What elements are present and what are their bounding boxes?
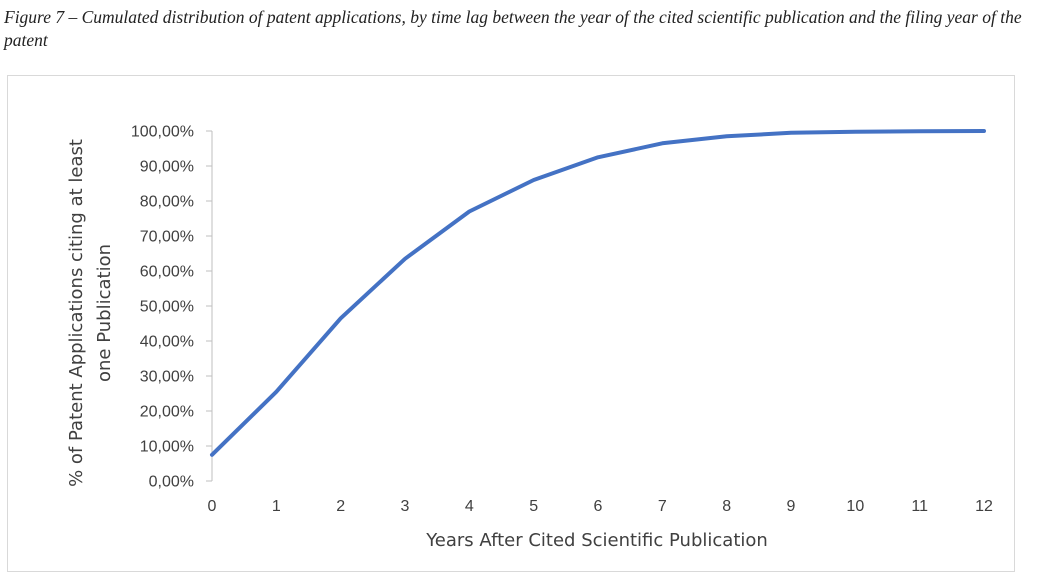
y-tick-label: 80,00% — [140, 194, 194, 211]
y-tick-label: 10,00% — [140, 439, 194, 456]
y-tick-label: 20,00% — [140, 404, 194, 421]
y-tick-label: 60,00% — [140, 264, 194, 281]
series-layer — [210, 129, 986, 457]
x-tick-label: 11 — [911, 498, 928, 515]
x-tick-label: 0 — [208, 498, 217, 515]
y-tick-label: 100,00% — [131, 124, 194, 141]
x-tick-label: 1 — [272, 498, 281, 515]
x-tick-label: 12 — [975, 498, 993, 515]
x-tick-label: 10 — [846, 498, 864, 515]
chart-frame — [7, 75, 1015, 572]
y-axis-title-line2: one Publication — [94, 244, 115, 382]
x-tick-label: 3 — [401, 498, 410, 515]
y-tick-label: 40,00% — [140, 334, 194, 351]
figure-caption: Figure 7 – Cumulated distribution of pat… — [4, 7, 1022, 50]
x-tick-label: 8 — [722, 498, 731, 515]
y-tick-label: 50,00% — [140, 299, 194, 316]
x-tick-label: 9 — [787, 498, 796, 515]
y-tick-label: 90,00% — [140, 159, 194, 176]
x-tick-label: 4 — [465, 498, 474, 515]
y-axis-title-line1: % of Patent Applications citing at least — [66, 139, 87, 487]
x-tick-label: 5 — [529, 498, 538, 515]
x-tick-label: 7 — [658, 498, 667, 515]
y-tick-label: 30,00% — [140, 369, 194, 386]
y-tick-label: 70,00% — [140, 229, 194, 246]
y-axis: 0,00% 10,00% 20,00% 30,00% 40,00% 50,00% 60,00… — [131, 124, 213, 491]
series-line — [210, 129, 986, 457]
x-axis: 0 1 2 3 4 5 6 7 8 9 10 11 12 — [208, 498, 993, 515]
y-tick-label: 0,00% — [149, 474, 194, 491]
x-tick-label: 2 — [336, 498, 345, 515]
x-tick-label: 6 — [594, 498, 603, 515]
x-axis-title: Years After Cited Scientific Publication — [425, 530, 768, 551]
